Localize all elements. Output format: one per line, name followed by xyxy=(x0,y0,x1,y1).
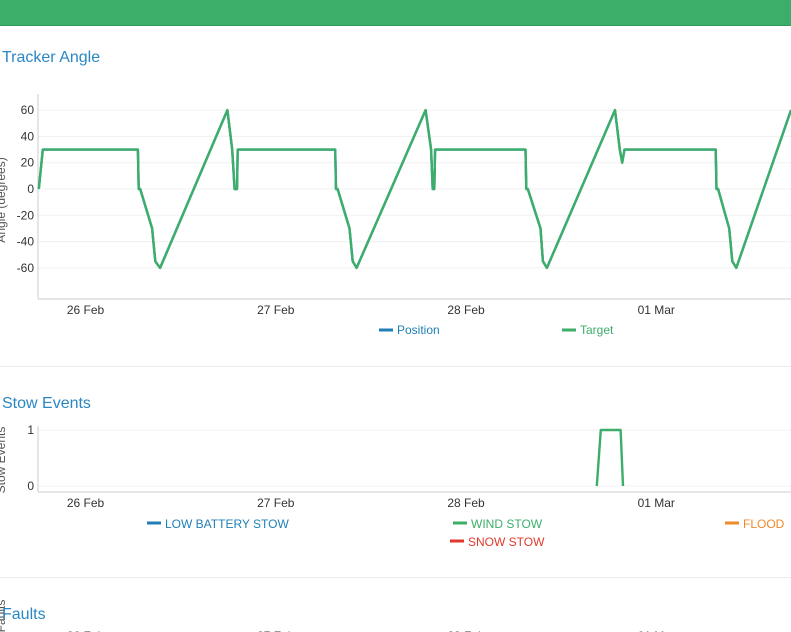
section-divider xyxy=(0,577,791,578)
legend-label-flood: FLOOD xyxy=(743,517,785,531)
legend-label-target: Target xyxy=(580,323,614,337)
x-tick-label: 01 Mar xyxy=(638,496,675,510)
chart-0-y-ticks: 60 40 20 0 -20 -40 -60 xyxy=(17,103,35,275)
x-tick-label: 27 Feb xyxy=(257,496,295,510)
y-tick-label: 40 xyxy=(21,129,35,143)
tracker-angle-title: Tracker Angle xyxy=(2,49,101,66)
top-header-bar xyxy=(0,0,791,26)
y-tick-label: 1 xyxy=(27,423,34,437)
stow-events-legend: LOW BATTERY STOW WIND STOW FLOOD SNOW ST… xyxy=(147,517,785,549)
chart-1-x-ticks: 26 Feb 27 Feb 28 Feb 01 Mar xyxy=(67,496,675,510)
stow-events-title: Stow Events xyxy=(2,395,91,412)
x-tick-label: 28 Feb xyxy=(447,303,485,317)
legend-label-wind-stow: WIND STOW xyxy=(471,517,543,531)
chart-0-grid xyxy=(38,109,791,269)
x-tick-label: 28 Feb xyxy=(447,496,485,510)
tracker-angle-legend: Position Target xyxy=(379,323,614,337)
faults-title: Faults xyxy=(2,606,46,623)
y-tick-label: -60 xyxy=(17,261,35,275)
faults-y-axis-title: Faults xyxy=(0,600,8,632)
x-tick-label: 01 Mar xyxy=(638,303,675,317)
chart-2-x-ticks: 26 Feb 27 Feb 28 Feb 01 Mar xyxy=(67,629,675,632)
legend-label-low-battery-stow: LOW BATTERY STOW xyxy=(165,517,289,531)
legend-label-position: Position xyxy=(397,323,440,337)
chart-0-x-ticks: 26 Feb 27 Feb 28 Feb 01 Mar xyxy=(67,303,675,317)
tracker-angle-chart: Angle (degrees) 60 40 20 0 -20 -40 -60 26 Feb 27… xyxy=(0,94,791,317)
x-tick-label: 26 Feb xyxy=(67,629,105,632)
y-tick-label: 60 xyxy=(21,103,35,117)
tracker-angle-y-axis-title: Angle (degrees) xyxy=(0,157,8,242)
y-tick-label: -40 xyxy=(17,235,35,249)
chart-1-y-ticks: 10 xyxy=(27,423,34,493)
legend-item-wind-stow[interactable]: WIND STOW xyxy=(453,517,543,531)
legend-item-low-battery-stow[interactable]: LOW BATTERY STOW xyxy=(147,517,289,531)
legend-item-target[interactable]: Target xyxy=(562,323,614,337)
series-line-wind-stow xyxy=(595,428,625,487)
y-tick-label: -20 xyxy=(17,208,35,222)
y-tick-label: 0 xyxy=(27,479,34,493)
x-tick-label: 26 Feb xyxy=(67,303,105,317)
x-tick-label: 27 Feb xyxy=(257,303,295,317)
x-tick-label: 01 Mar xyxy=(638,629,675,632)
x-tick-label: 26 Feb xyxy=(67,496,105,510)
section-divider xyxy=(0,366,791,367)
legend-item-snow-stow[interactable]: SNOW STOW xyxy=(450,535,545,549)
chart-1-grid xyxy=(38,429,791,487)
faults-chart: Faults 26 Feb 27 Feb 28 Feb 01 Mar xyxy=(0,600,675,632)
y-tick-label: 20 xyxy=(21,156,35,170)
series-line-target xyxy=(37,108,791,270)
legend-item-position[interactable]: Position xyxy=(379,323,440,337)
x-tick-label: 28 Feb xyxy=(447,629,485,632)
x-tick-label: 27 Feb xyxy=(257,629,295,632)
legend-label-snow-stow: SNOW STOW xyxy=(468,535,545,549)
legend-item-flood[interactable]: FLOOD xyxy=(725,517,785,531)
stow-events-y-axis-title: Stow Events xyxy=(0,427,8,494)
y-tick-label: 0 xyxy=(27,182,34,196)
